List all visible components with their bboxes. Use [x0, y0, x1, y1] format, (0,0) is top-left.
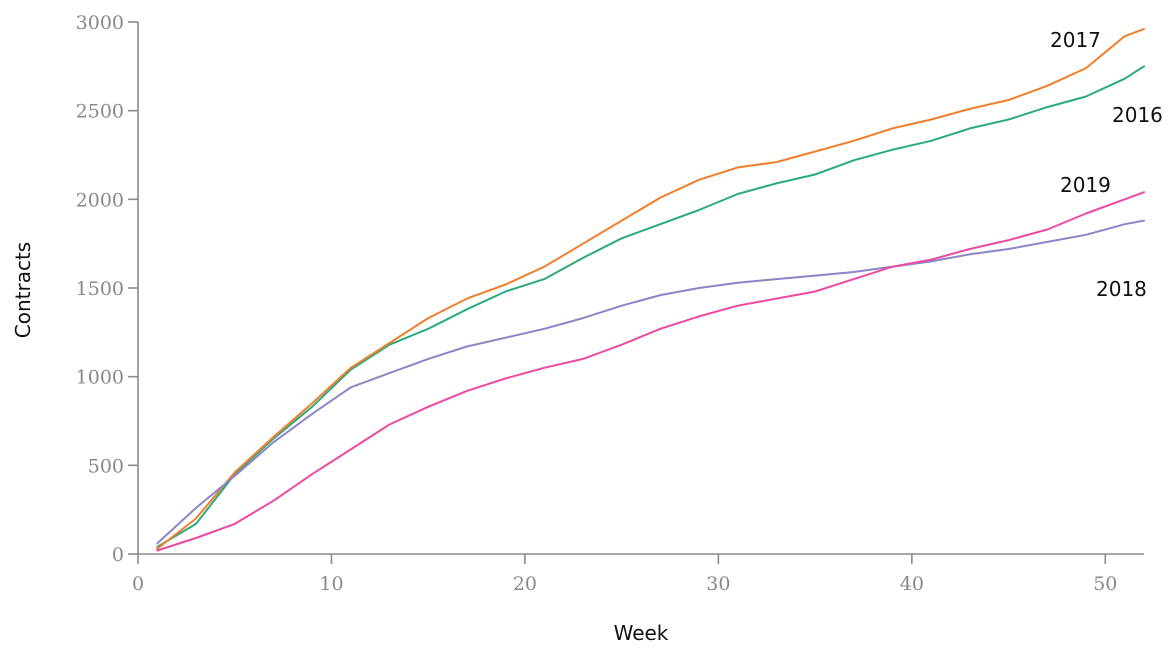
y-tick-label: 3000: [76, 12, 124, 34]
y-tick-label: 1500: [76, 278, 124, 300]
x-tick-label: 0: [132, 573, 144, 595]
series-line-2016: [156, 65, 1145, 548]
series-label-2019: 2019: [1060, 173, 1111, 197]
series-label-2017: 2017: [1050, 28, 1101, 52]
series-line-2018: [156, 219, 1145, 545]
x-tick-label: 20: [513, 573, 537, 595]
y-tick-label: 2500: [76, 101, 124, 123]
y-tick-label: 0: [112, 544, 124, 566]
series-line-2017: [156, 28, 1145, 550]
series-layer: [156, 28, 1145, 552]
x-tick-label: 10: [319, 573, 343, 595]
series-line-2019: [156, 191, 1145, 552]
x-tick-label: 50: [1093, 573, 1117, 595]
y-tick-label: 2000: [76, 189, 124, 211]
x-tick-label: 40: [900, 573, 924, 595]
y-tick-label: 1000: [76, 367, 124, 389]
series-label-2018: 2018: [1096, 277, 1147, 301]
series-labels: 2016 2017 2018 2019: [1050, 28, 1163, 301]
x-tick-label: 30: [706, 573, 730, 595]
series-label-2016: 2016: [1112, 103, 1163, 127]
axis-lines: [137, 22, 1144, 555]
y-tick-label: 500: [88, 455, 124, 477]
y-axis-title: Contracts: [11, 242, 35, 338]
axes: [137, 22, 1144, 555]
axis-ticks: 0 500 1000 1500 2000 2500 3000 0 10 20 30 40 50: [76, 12, 1118, 595]
x-axis-title: Week: [614, 621, 669, 645]
